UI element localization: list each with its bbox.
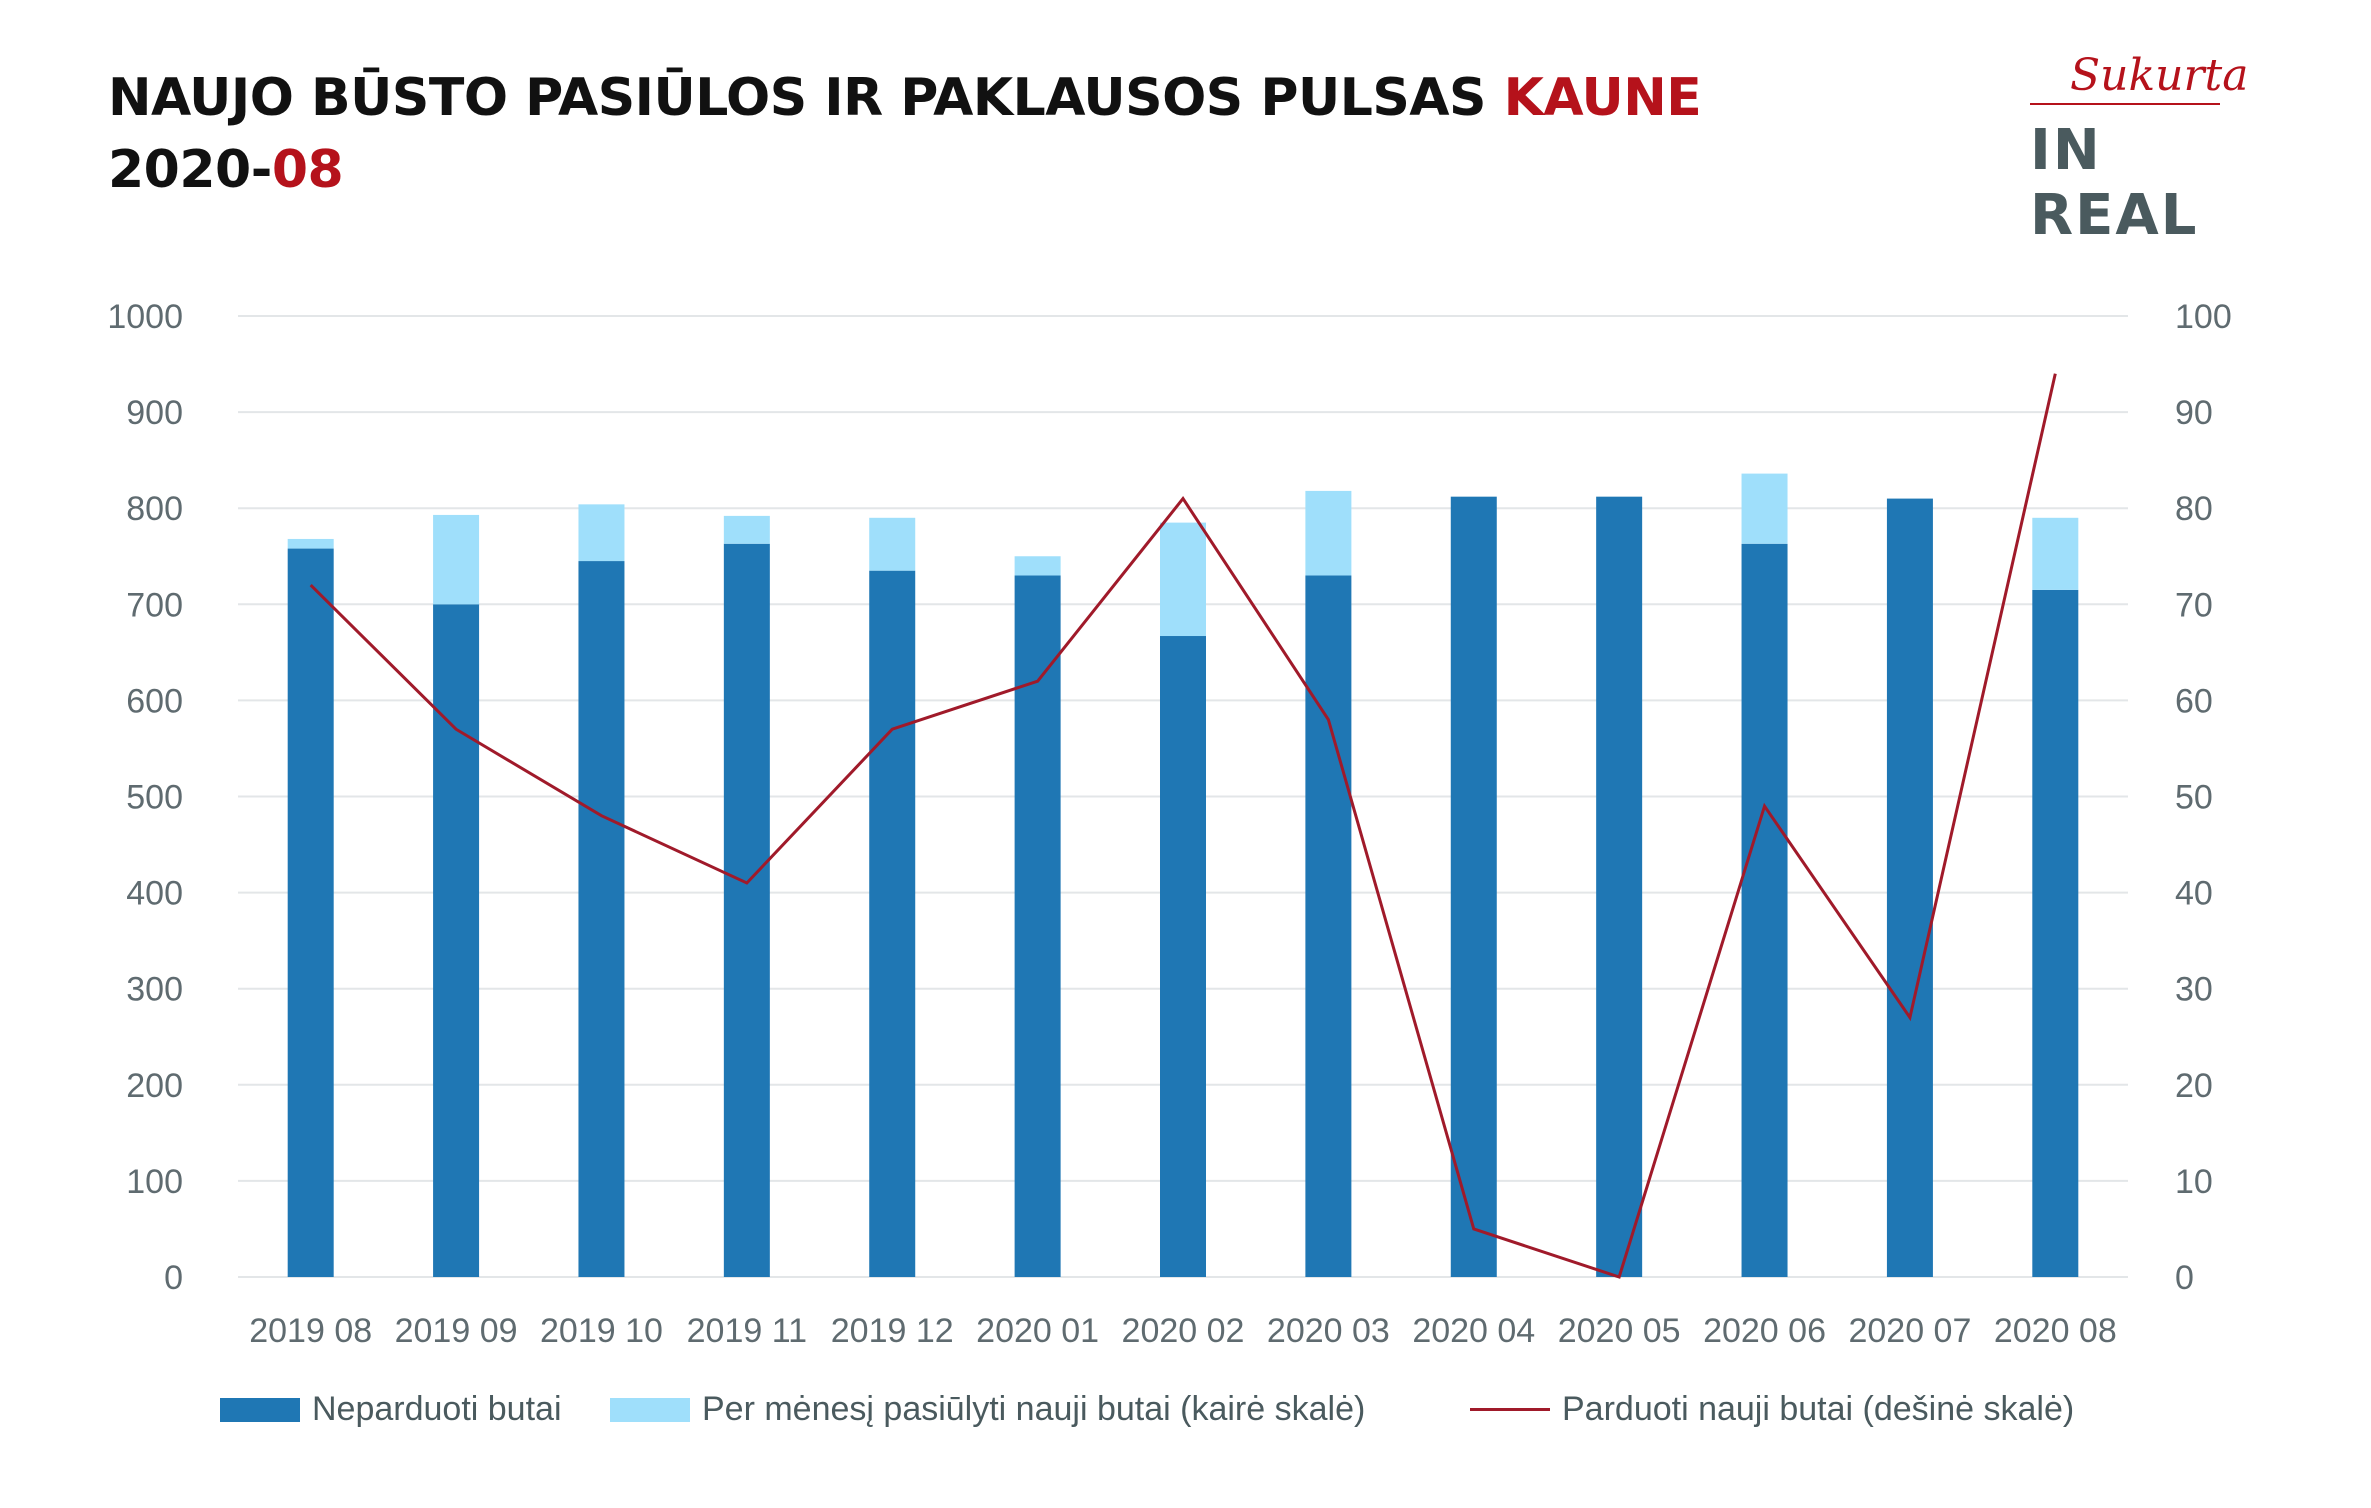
y-right-tick-label: 90	[2175, 394, 2213, 432]
subtitle-month: 08	[271, 140, 344, 200]
y-right-axis: 0 10 20 30 40 50 60 70 80 90 100	[2175, 298, 2232, 1297]
legend-swatch-unsold	[220, 1397, 300, 1422]
bar-unsold	[1596, 496, 1643, 1278]
logo-brand: IN REAL	[2030, 118, 2199, 248]
x-tick-label: 2020 01	[976, 1312, 1099, 1350]
bar-unsold	[1741, 543, 1788, 1277]
sold-line-group	[309, 373, 2057, 1279]
bar-offered	[869, 517, 916, 571]
y-left-tick-label: 200	[126, 1067, 183, 1105]
y-left-tick-label: 700	[126, 586, 183, 624]
y-left-axis: 0 100 200 300 400 500 600 700 800 900 1000	[107, 298, 183, 1297]
bar-unsold	[869, 570, 916, 1277]
bar-unsold	[723, 543, 770, 1277]
bar-offered	[723, 515, 770, 544]
y-right-tick-label: 70	[2175, 586, 2213, 624]
y-left-tick-label: 100	[126, 1163, 183, 1201]
y-right-tick-label: 10	[2175, 1163, 2213, 1201]
bar-unsold	[1305, 575, 1352, 1277]
logo-script: Sukurta	[2070, 50, 2249, 101]
bar-offered	[1160, 522, 1206, 637]
bar-unsold	[1450, 496, 1497, 1278]
bar-offered	[578, 504, 625, 562]
sold-line	[309, 373, 2057, 1279]
bar-unsold	[578, 561, 625, 1277]
x-tick-label: 2020 06	[1703, 1312, 1826, 1350]
x-tick-label: 2019 11	[687, 1312, 807, 1350]
brand-logo: Sukurta IN REAL	[2030, 50, 2248, 248]
x-tick-label: 2020 02	[1122, 1312, 1245, 1350]
legend-label-sold: Parduoti nauji butai (dešinė skalė)	[1562, 1390, 2075, 1428]
bar-unsold	[2032, 589, 2079, 1277]
x-tick-label: 2020 03	[1267, 1312, 1390, 1350]
bar-offered	[287, 538, 334, 549]
bar-unsold	[287, 548, 334, 1277]
title-city: KAUNE	[1503, 68, 1702, 128]
x-tick-label: 2020 07	[1848, 1312, 1971, 1350]
y-left-tick-label: 600	[126, 682, 183, 720]
y-right-tick-label: 40	[2175, 875, 2213, 913]
y-right-tick-label: 80	[2175, 490, 2213, 528]
bar-offered	[1741, 473, 1788, 544]
x-tick-label: 2020 05	[1558, 1312, 1681, 1350]
x-tick-label: 2019 08	[249, 1312, 372, 1350]
bar-unsold	[1014, 575, 1061, 1277]
bar-offered	[1014, 556, 1061, 576]
logo-underline	[2030, 103, 2220, 105]
y-left-tick-label: 300	[126, 971, 183, 1009]
y-left-tick-label: 500	[126, 779, 183, 817]
legend-swatch-sold	[1470, 1408, 1550, 1411]
bar-offered	[1305, 490, 1352, 576]
x-axis-labels: 2019 08 2019 09 2019 10 2019 11 2019 12 2020 …	[249, 1312, 2117, 1350]
x-tick-label: 2020 04	[1412, 1312, 1535, 1350]
bar-unsold	[1160, 636, 1206, 1277]
chart-title: NAUJO BŪSTO PASIŪLOS IR PAKLAUSOS PULSAS…	[108, 62, 1702, 206]
title-main: NAUJO BŪSTO PASIŪLOS IR PAKLAUSOS PULSAS	[108, 68, 1486, 128]
y-right-tick-label: 30	[2175, 971, 2213, 1009]
y-left-tick-label: 800	[126, 490, 183, 528]
bar-unsold	[433, 604, 480, 1277]
bar-unsold	[1886, 498, 1933, 1278]
legend-sold: Parduoti nauji butai (dešinė skalė)	[1470, 1390, 2074, 1429]
x-tick-label: 2019 09	[395, 1312, 518, 1350]
y-left-tick-label: 900	[126, 394, 183, 432]
bar-offered	[2032, 517, 2079, 590]
subtitle-year: 2020-	[108, 140, 272, 200]
legend-swatch-offered	[610, 1397, 690, 1422]
y-right-tick-label: 50	[2175, 779, 2213, 817]
y-left-tick-label: 1000	[107, 298, 183, 336]
legend-unsold: Neparduoti butai	[220, 1390, 562, 1429]
x-tick-label: 2020 08	[1994, 1312, 2117, 1350]
y-right-tick-label: 0	[2175, 1259, 2194, 1297]
bars	[287, 473, 2079, 1278]
y-right-tick-label: 60	[2175, 682, 2213, 720]
legend-label-unsold: Neparduoti butai	[312, 1390, 562, 1428]
legend-offered: Per mėnesį pasiūlyti nauji butai (kairė …	[610, 1390, 1365, 1429]
bar-offered	[433, 514, 480, 605]
x-tick-label: 2019 10	[540, 1312, 663, 1350]
x-tick-label: 2019 12	[831, 1312, 954, 1350]
legend-label-offered: Per mėnesį pasiūlyti nauji butai (kairė …	[702, 1390, 1366, 1428]
y-right-tick-label: 100	[2175, 298, 2232, 336]
y-left-tick-label: 400	[126, 875, 183, 913]
y-right-tick-label: 20	[2175, 1067, 2213, 1105]
y-left-tick-label: 0	[164, 1259, 183, 1297]
